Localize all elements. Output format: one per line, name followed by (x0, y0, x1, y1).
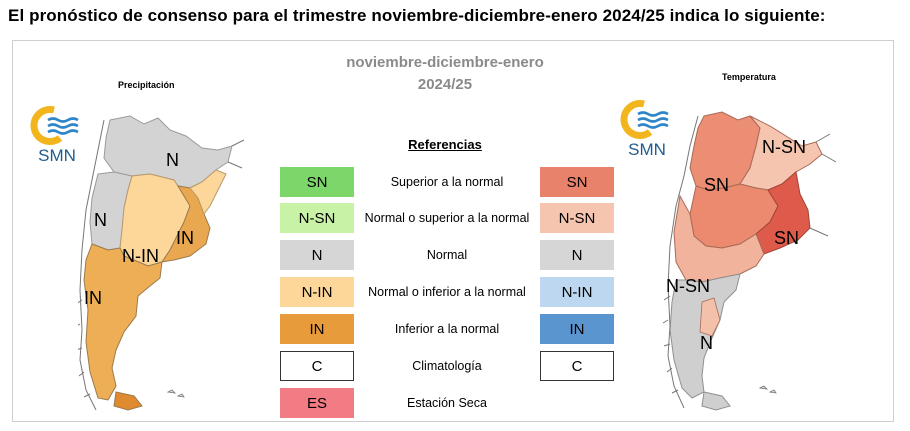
precip-swatch-n-sn: N-SN (280, 203, 354, 233)
legend-row-in: IN Inferior a la normal IN (0, 314, 910, 346)
temp-label-n-sn-northeast: N-SN (762, 137, 806, 157)
temp-swatch-c: C (540, 351, 614, 381)
temp-swatch-n: N (540, 240, 614, 270)
precip-label-n-north: N (166, 150, 179, 170)
temp-label-n-sn-west: N-SN (666, 276, 710, 296)
temp-title: Temperatura (722, 72, 776, 82)
legend-text-c: Climatología (412, 359, 482, 373)
precip-title: Precipitación (118, 80, 175, 90)
precip-swatch-es: ES (280, 388, 354, 418)
precip-map (78, 115, 245, 411)
period-months: noviembre-diciembre-enero (346, 54, 544, 71)
precip-label-in-south: IN (84, 288, 102, 308)
precip-label-n-in-center: N-IN (122, 246, 159, 266)
legend-text-sn: Superior a la normal (390, 175, 504, 189)
legend-text-in: Inferior a la normal (394, 322, 500, 336)
temp-swatch-sn: SN (540, 167, 614, 197)
precip-swatch-n-in: N-IN (280, 277, 354, 307)
precip-swatch-c: C (280, 351, 354, 381)
smn-logo-text: SMN (38, 146, 76, 165)
legend-text-n: Normal (426, 248, 468, 262)
temp-label-sn-buenos-aires: SN (774, 228, 800, 248)
temp-label-n-south: N (700, 333, 713, 353)
precip-swatch-in: IN (280, 314, 354, 344)
smn-logo-precip: SMN (22, 104, 92, 174)
legend-row-es: ES Estación Seca (0, 388, 910, 420)
precip-label-n-west: N (94, 210, 107, 230)
smn-sun-icon (620, 100, 669, 139)
legend-text-n-sn: Normal o superior a la normal (364, 211, 530, 225)
legend-row-n-sn: N-SN Normal o superior a la normal N-SN (0, 203, 910, 235)
legend-text-es: Estación Seca (407, 396, 487, 410)
smn-logo-temp: SMN (612, 98, 682, 168)
legend-row-n-in: N-IN Normal o inferior a la normal N-IN (0, 277, 910, 309)
precip-swatch-sn: SN (280, 167, 354, 197)
precip-swatch-n: N (280, 240, 354, 270)
temp-swatch-in: IN (540, 314, 614, 344)
legend-row-c: C Climatología C (0, 351, 910, 383)
smn-sun-icon (30, 106, 79, 145)
legend-row-n: N Normal N (0, 240, 910, 272)
precip-label-in-east: IN (176, 228, 194, 248)
smn-logo-text: SMN (628, 140, 666, 159)
legend-row-sn: SN Superior a la normal SN (0, 167, 910, 199)
temp-swatch-n-in: N-IN (540, 277, 614, 307)
headline: El pronóstico de consenso para el trimes… (8, 6, 826, 25)
content-frame (12, 40, 894, 422)
legend-title: Referencias (408, 137, 482, 152)
legend-text-n-in: Normal o inferior a la normal (368, 285, 526, 299)
period-title: noviembre-diciembre-enero 2024/25 (310, 52, 580, 96)
period-year: 2024/25 (417, 76, 473, 93)
temp-swatch-n-sn: N-SN (540, 203, 614, 233)
temp-label-sn-north: SN (704, 175, 730, 195)
temp-map (662, 111, 837, 411)
